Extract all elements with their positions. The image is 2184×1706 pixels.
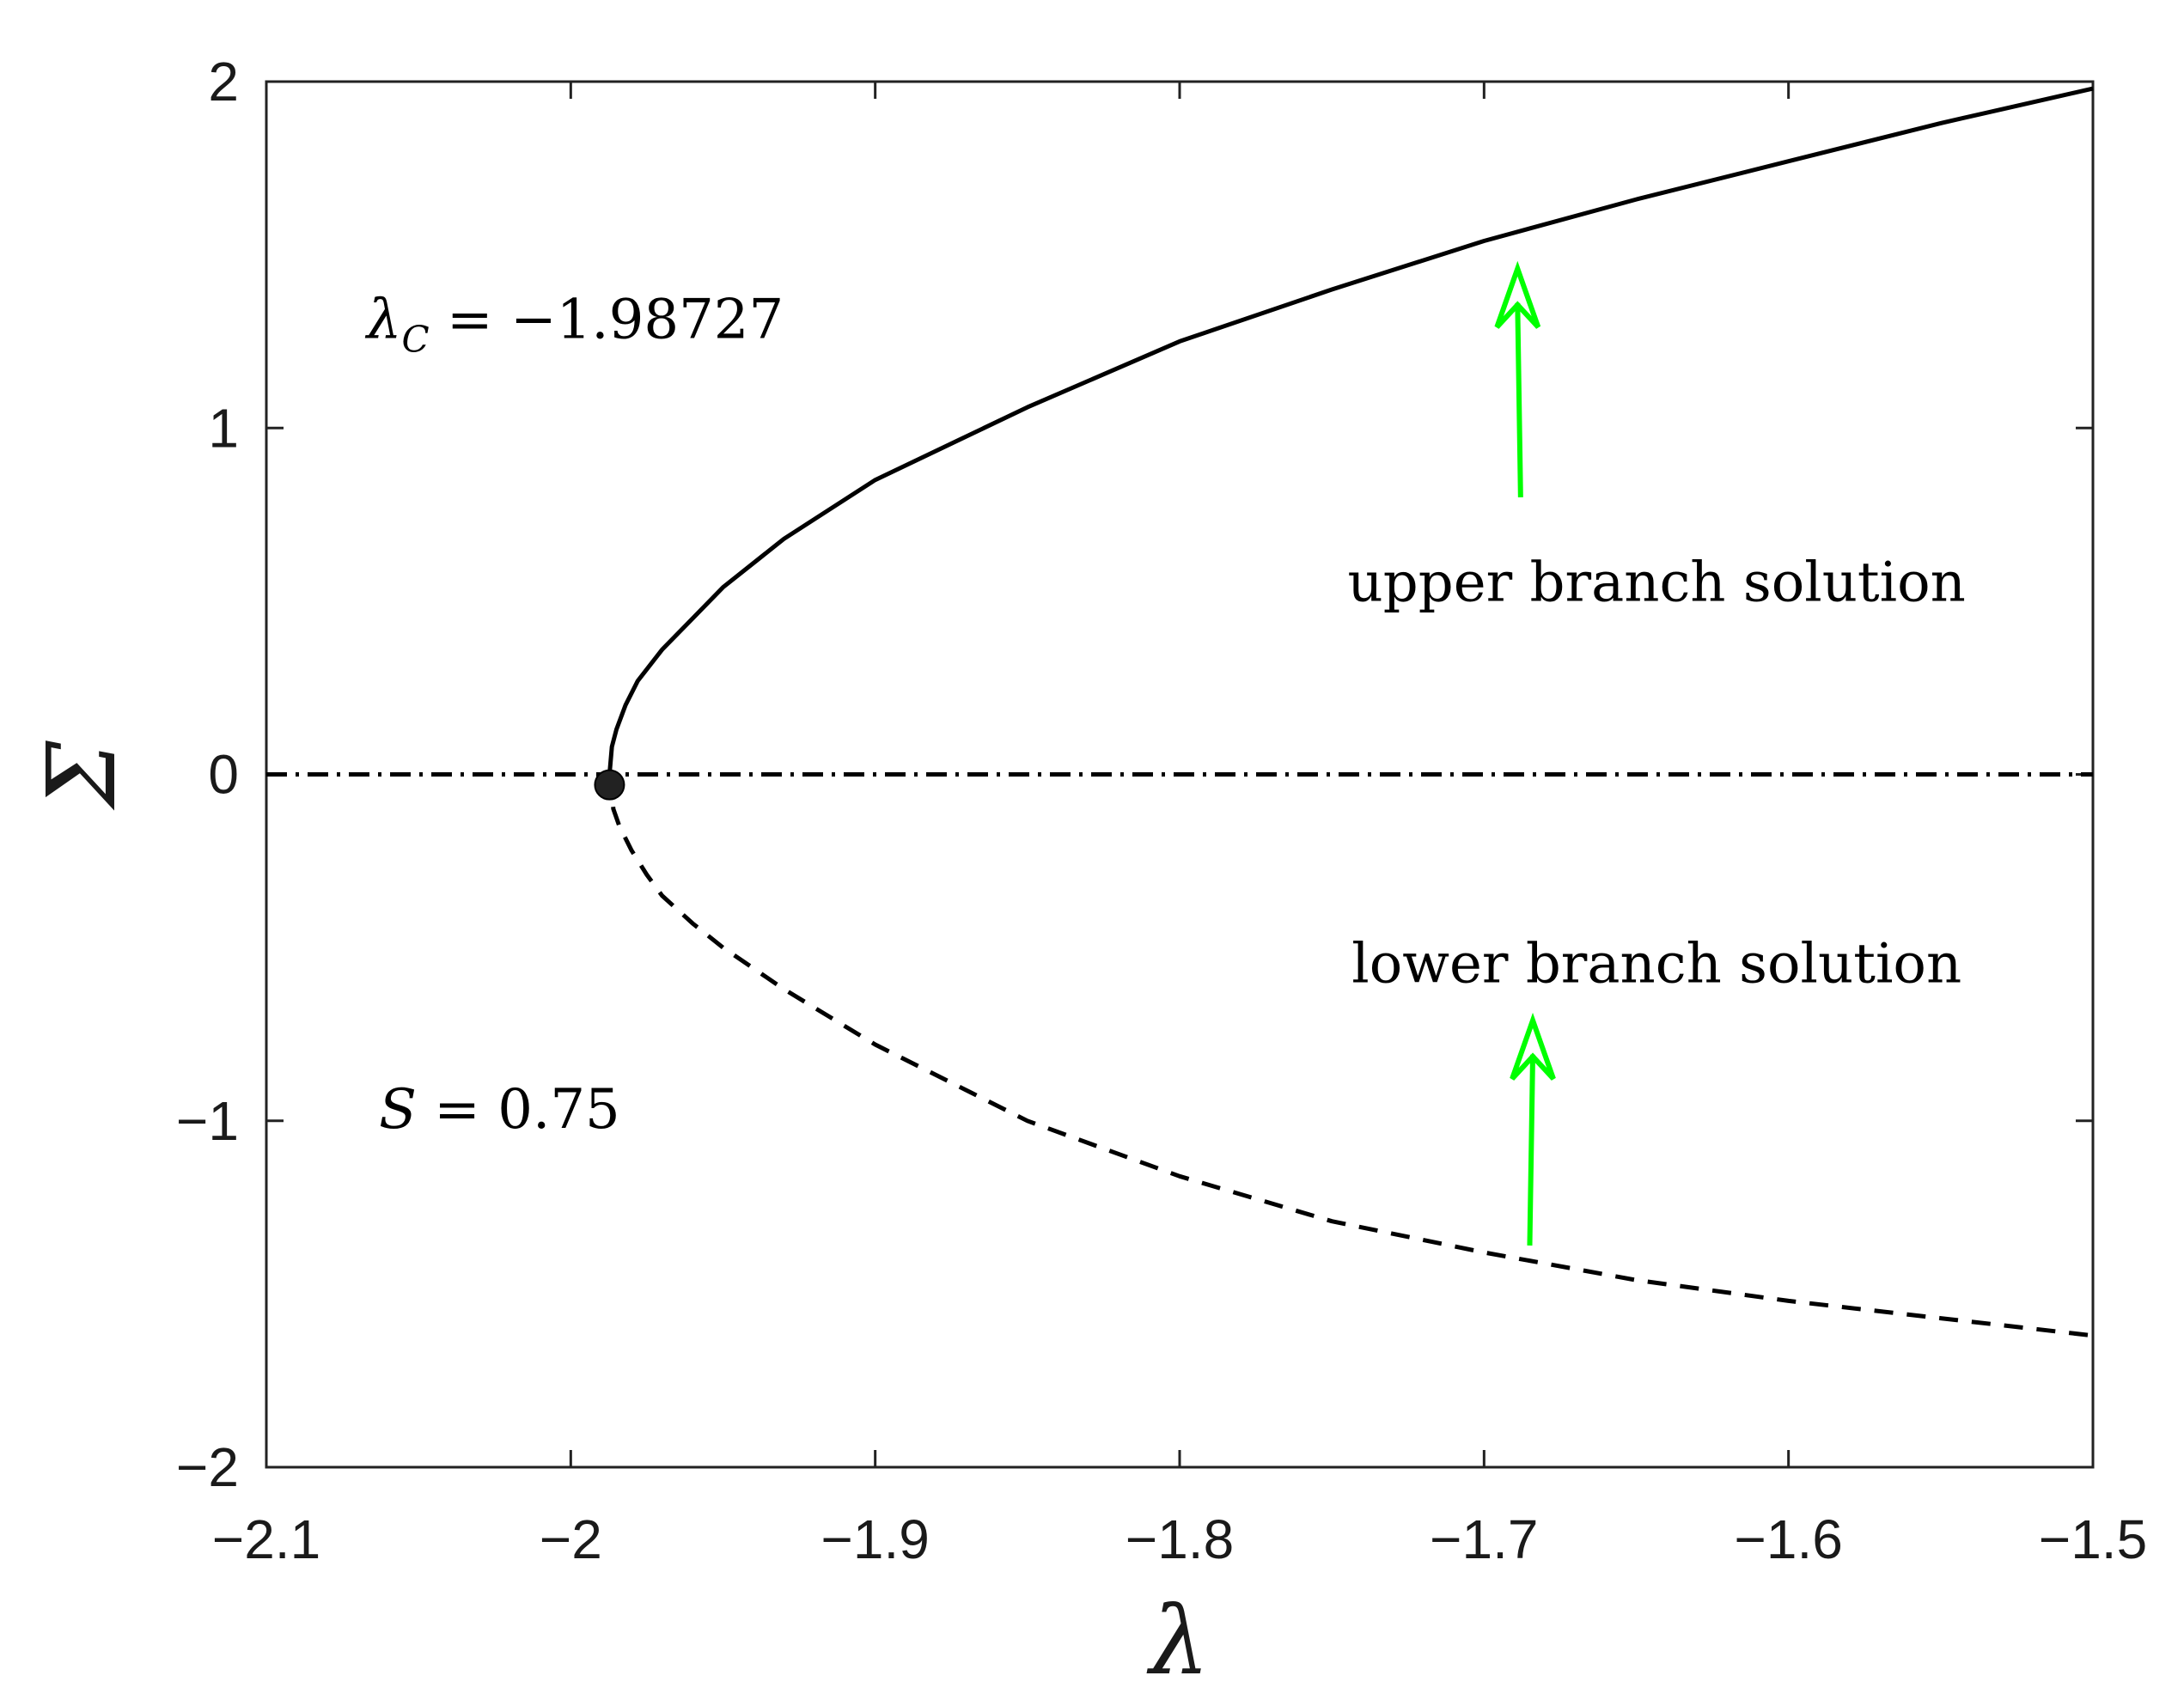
annotation-arrow-head	[1494, 260, 1541, 329]
parameter-label: λC = −1.98727	[364, 288, 784, 360]
parameter-symbol: S	[379, 1078, 417, 1142]
x-tick-label: −1.7	[1430, 1508, 1538, 1570]
y-tick-label: 0	[208, 744, 239, 806]
branch-annotation: lower branch solution	[1351, 932, 1961, 996]
y-tick-label: −2	[176, 1436, 239, 1498]
critical-point-marker	[594, 769, 625, 801]
branch-annotation: upper branch solution	[1348, 551, 1966, 615]
y-tick-label: −1	[176, 1090, 239, 1152]
axis-labels: λΣ	[27, 740, 1210, 1696]
parameter-value: = 0.75	[417, 1078, 620, 1142]
series-line-solid	[607, 86, 2094, 775]
parameter-symbol: λ	[364, 288, 402, 351]
y-tick-label: 2	[208, 51, 239, 113]
x-tick-label: −1.6	[1734, 1508, 1842, 1570]
parameter-label: S = 0.75	[379, 1078, 620, 1142]
x-axis-label: λ	[1146, 1586, 1210, 1696]
series-line-dashed	[607, 774, 2094, 1338]
x-tick-label: −1.8	[1126, 1508, 1234, 1570]
annotation-arrow-shaft	[1527, 1054, 1536, 1246]
x-tick-label: −1.9	[821, 1508, 929, 1570]
annotation-layer: upper branch solution lower branch soluti…	[364, 260, 1966, 1246]
annotation-arrow-head	[1510, 1012, 1556, 1081]
series-layer	[266, 86, 2094, 1338]
x-tick-label: −2.1	[212, 1508, 320, 1570]
axis-ticks: −2.1 −2 −1.9 −1.8 −1.7 −1.6 −1.5 −2 −1 0 1 2	[176, 51, 2147, 1570]
parameter-value: = −1.98727	[430, 288, 784, 351]
y-tick-label: 1	[208, 397, 239, 459]
y-axis-label: Σ	[27, 740, 137, 811]
annotation-arrow-shaft	[1515, 302, 1523, 497]
parameter-subscript: C	[401, 318, 429, 360]
x-tick-label: −1.5	[2039, 1508, 2147, 1570]
x-tick-label: −2	[540, 1508, 602, 1570]
